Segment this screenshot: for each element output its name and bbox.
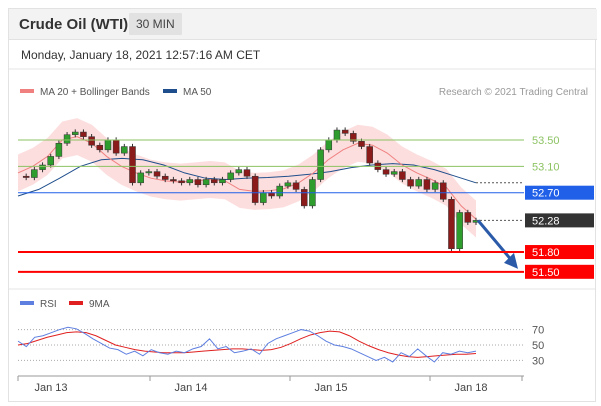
support-label: 51.50 — [532, 267, 560, 279]
current-price-label: 52.28 — [532, 215, 560, 227]
candle-body — [161, 175, 169, 180]
candle-body — [63, 134, 71, 144]
candle-body — [301, 189, 308, 207]
candle-body — [415, 179, 422, 187]
timestamp: Monday, January 18, 2021 12:57:16 AM CET — [21, 48, 261, 62]
candle-body — [104, 139, 112, 151]
candle-body — [121, 146, 128, 154]
legend-swatch-rsi — [20, 301, 34, 305]
instrument-title: Crude Oil (WTI) — [19, 16, 129, 33]
candle-body — [350, 133, 357, 142]
forecast-arrowhead — [504, 252, 518, 269]
price-plot: 52.28 — [17, 118, 594, 269]
candle-body — [325, 139, 333, 151]
rsi-legend: RSI 9MA — [20, 299, 110, 310]
rsi-tick-label: 50 — [532, 340, 544, 352]
resistance-label: 53.10 — [532, 161, 560, 173]
credit-text: Research © 2021 Trading Central — [439, 87, 588, 98]
candle-body — [88, 136, 95, 146]
candle-body — [423, 179, 431, 190]
candle-body — [22, 175, 30, 178]
current-price-box — [525, 213, 594, 228]
candle-body — [170, 179, 177, 182]
rsi-tick-label: 30 — [532, 355, 544, 367]
timeframe-badge[interactable]: 30 MIN — [129, 13, 182, 35]
candle-body — [39, 164, 46, 170]
candle-body — [260, 192, 267, 203]
legend-label-rsi: RSI — [40, 299, 57, 310]
candle-body — [448, 199, 455, 249]
rsi-line — [17, 326, 477, 363]
support-label-box — [525, 264, 594, 279]
candle-body — [47, 156, 54, 166]
price-legend: MA 20 + Bollinger Bands MA 50 Research ©… — [20, 87, 588, 98]
rsi-plot: 70 50 30 — [17, 325, 544, 367]
candle-body — [227, 172, 234, 180]
candle-body — [202, 179, 210, 186]
candle-body — [178, 180, 185, 184]
candle-body — [464, 212, 472, 223]
x-tick-label: Jan 15 — [314, 382, 347, 394]
candle-body — [333, 129, 341, 141]
candle-body — [186, 179, 193, 184]
candle-body — [358, 141, 365, 147]
candle-body — [431, 182, 439, 190]
candle-body — [382, 169, 390, 175]
support-label: 51.80 — [532, 247, 560, 259]
legend-swatch-ma50 — [163, 89, 177, 93]
candle-body — [399, 171, 406, 180]
rsi-tick-label: 70 — [532, 325, 544, 337]
support-label-box — [525, 245, 594, 260]
candle-body — [317, 149, 324, 180]
candle-body — [145, 171, 153, 174]
candle-body — [292, 182, 300, 190]
x-tick-label: Jan 13 — [34, 382, 67, 394]
candle-body — [137, 172, 144, 184]
chart-header: Crude Oil (WTI) 30 MIN — [9, 9, 597, 40]
x-axis: Jan 13 Jan 14 Jan 15 Jan 18 — [17, 375, 524, 394]
candle-body — [96, 144, 104, 151]
candle-body — [456, 212, 463, 249]
x-tick-label: Jan 18 — [454, 382, 487, 394]
candle-body — [284, 182, 292, 187]
legend-swatch-9ma — [69, 301, 83, 305]
candle-body — [440, 182, 447, 200]
candle-body — [112, 139, 120, 154]
candle-body — [153, 171, 161, 177]
legend-label-9ma: 9MA — [89, 299, 110, 310]
candle-body — [31, 169, 38, 178]
candle-body — [80, 131, 87, 137]
level-lines: 53.50 53.10 52.70 51.80 51.50 — [18, 135, 594, 279]
candle-body — [211, 179, 218, 184]
candle-body — [407, 179, 414, 187]
legend-label-ma50: MA 50 — [183, 87, 212, 98]
candle-body — [55, 142, 63, 157]
candle-body — [366, 146, 373, 164]
legend-label-ma20: MA 20 + Bollinger Bands — [40, 87, 150, 98]
candle-body — [194, 179, 202, 186]
pivot-label-box — [525, 185, 594, 200]
legend-swatch-ma20 — [20, 89, 34, 93]
candle-body — [251, 175, 259, 203]
candle-body — [219, 179, 226, 184]
candle-body — [243, 169, 251, 177]
candle-body — [390, 171, 398, 175]
pivot-label: 52.70 — [532, 188, 560, 200]
candle-body — [235, 169, 243, 174]
candle-body — [129, 146, 136, 184]
resistance-label: 53.50 — [532, 135, 560, 147]
x-tick-label: Jan 14 — [174, 382, 207, 394]
forecast-arrow-shaft — [476, 219, 514, 262]
candle-body — [341, 129, 349, 134]
candle-body — [276, 185, 283, 197]
rsi-9ma-line — [17, 330, 477, 358]
candle-body — [72, 131, 79, 135]
chart-panel: Crude Oil (WTI) 30 MIN Monday, January 1… — [8, 8, 597, 402]
